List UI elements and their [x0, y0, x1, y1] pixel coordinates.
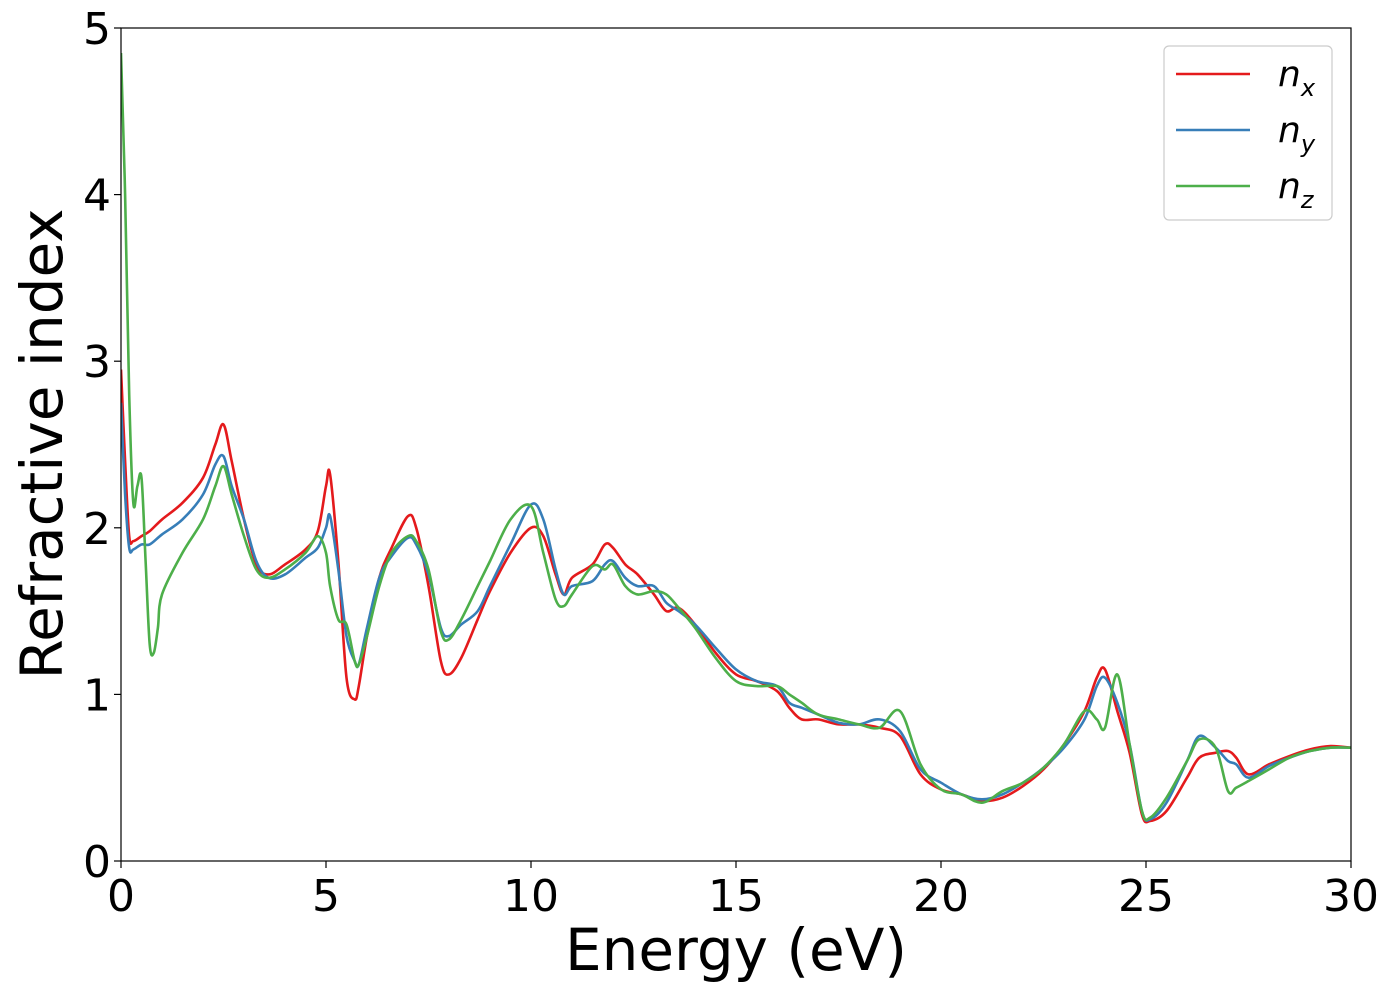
- x-tick-label: 30: [1323, 871, 1379, 922]
- x-tick-label: 0: [107, 871, 135, 922]
- legend-label-subscript: y: [1300, 130, 1316, 158]
- legend-box: [1163, 45, 1333, 221]
- legend-label-ny: ny: [1278, 110, 1316, 158]
- y-tick-label: 0: [83, 837, 111, 888]
- legend-label-nz: nz: [1278, 166, 1315, 214]
- legend-label-subscript: x: [1300, 74, 1316, 102]
- legend-label-base: n: [1278, 54, 1301, 95]
- series-line-nz: [121, 52, 1351, 822]
- x-tick-label: 5: [312, 871, 340, 922]
- y-tick-label: 1: [83, 670, 111, 721]
- x-tick-label: 20: [913, 871, 969, 922]
- plot-frame: [120, 27, 1352, 862]
- y-tick-label: 4: [83, 171, 111, 222]
- y-tick-label: 2: [83, 504, 111, 555]
- legend-label-base: n: [1278, 166, 1301, 207]
- series-line-ny: [121, 402, 1351, 822]
- y-axis-ticks: 0 1 2 3 4 5: [83, 4, 121, 888]
- x-tick-label: 15: [708, 871, 764, 922]
- y-axis-label: Refractive index: [8, 208, 76, 679]
- plot-area: [121, 28, 1351, 861]
- x-tick-label: 10: [503, 871, 559, 922]
- legend-label-subscript: z: [1300, 186, 1315, 214]
- y-tick-label: 3: [83, 337, 111, 388]
- y-tick-label: 5: [83, 4, 111, 55]
- x-tick-label: 25: [1118, 871, 1174, 922]
- legend-label-base: n: [1278, 110, 1301, 151]
- series-line-nx: [121, 369, 1351, 824]
- legend-label-nx: nx: [1278, 54, 1316, 102]
- x-axis-label: Energy (eV): [565, 916, 907, 984]
- series-lines: [121, 52, 1351, 824]
- x-axis-ticks: 0 5 10 15 20 25 30: [107, 861, 1379, 922]
